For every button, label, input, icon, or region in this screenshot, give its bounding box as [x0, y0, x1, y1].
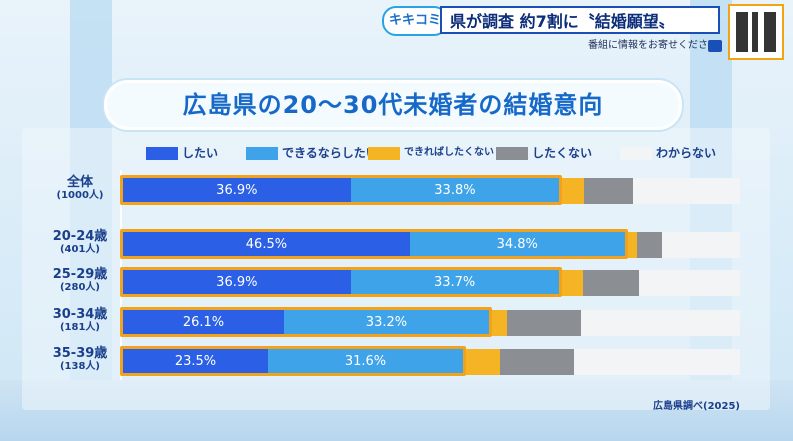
legend-label-shitai: したい [182, 146, 219, 160]
legend-label-dekireba: できればしたくない [404, 147, 494, 158]
bar-segment-shitakunai [636, 232, 662, 258]
category-name: 25-29歳 [52, 267, 108, 282]
bar-segment-shitai [123, 349, 268, 375]
legend-swatch-dekireba [368, 147, 400, 160]
data-label: 36.9% [216, 183, 258, 198]
bar-segment-shitai [123, 178, 351, 204]
banner-headline: 県が調査 約7割に〝結婚願望〟 [440, 6, 720, 34]
bar-row: 23.5% 31.6% [120, 346, 740, 376]
bar-segment-dekirunara [350, 270, 559, 296]
data-label: 33.2% [365, 315, 408, 330]
data-label: 33.8% [434, 183, 476, 198]
bar-segment-shitai [123, 270, 351, 296]
category-label: 全体 (1000人) [40, 175, 120, 202]
category-sample-size: (138人) [59, 361, 100, 372]
legend-swatch-dekirunara [246, 147, 278, 160]
category-label: 20-24歳 (401人) [40, 229, 120, 256]
news-banner: キキコミ 県が調査 約7割に〝結婚願望〟 [382, 4, 722, 36]
chart-axis-line [120, 170, 122, 380]
chart-source: 広島県調べ(2025) [653, 401, 740, 412]
bar-row: 36.9% 33.7% [120, 267, 740, 297]
bar-segment-wakaranai [661, 232, 740, 258]
bar-segment-shitakunai [499, 349, 575, 375]
bar-segment-dekireba [624, 232, 637, 258]
category-sample-size: (401人) [59, 244, 100, 255]
bar-segment-dekirunara [409, 232, 625, 258]
bar-segment-dekireba [558, 270, 584, 296]
arrow-right-icon [708, 40, 722, 52]
category-sample-size: (181人) [59, 322, 100, 333]
category-label: 35-39歳 (138人) [40, 346, 120, 373]
category-name: 35-39歳 [52, 346, 108, 361]
legend-label-shitakunai: したくない [532, 146, 593, 160]
chart-title-pill: 広島県の20～30代未婚者の結婚意向 [104, 80, 682, 130]
legend-swatch-shitakunai [496, 147, 528, 160]
bar-row: 46.5% 34.8% [120, 229, 740, 259]
bar-segment-wakaranai [581, 310, 740, 336]
bar-segment-shitai [123, 232, 410, 258]
bar-segment-shitakunai [507, 310, 582, 336]
bar-segment-dekireba [559, 178, 584, 204]
bar-segment-shitai [123, 310, 285, 336]
bar-segment-dekirunara [284, 310, 489, 336]
data-label: 26.1% [182, 315, 225, 330]
category-sample-size: (1000人) [56, 190, 104, 201]
bar-row: 36.9% 33.8% [120, 175, 740, 205]
data-label: 46.5% [245, 237, 288, 252]
data-label: 36.9% [216, 275, 258, 290]
bar-row: 26.1% 33.2% [120, 307, 740, 337]
bar-segment-wakaranai [633, 178, 740, 204]
category-label: 25-29歳 (280人) [40, 267, 120, 294]
bar-segment-shitakunai [583, 178, 634, 204]
chart-title: 広島県の20～30代未婚者の結婚意向 [182, 91, 604, 119]
bar-segment-wakaranai [638, 270, 740, 296]
legend-swatch-shitai [146, 147, 178, 160]
data-label: 33.7% [433, 275, 476, 290]
legend-label-wakaranai: わからない [656, 146, 717, 160]
bar-segment-dekireba [462, 349, 500, 375]
category-name: 全体 [66, 175, 93, 190]
category-name: 30-34歳 [52, 307, 108, 322]
chart-legend: したい できるならしたい できればしたくない したくない わからない [0, 0, 793, 160]
category-label: 30-34歳 (181人) [40, 307, 120, 334]
bar-segment-dekirunara [350, 178, 560, 204]
data-label: 31.6% [344, 354, 387, 369]
bar-segment-dekirunara [267, 349, 463, 375]
legend-swatch-wakaranai [620, 147, 652, 160]
bar-segment-wakaranai [574, 349, 740, 375]
bar-segment-dekireba [488, 310, 508, 336]
legend-label-dekirunara: できるならしたい [282, 146, 378, 160]
data-label: 34.8% [496, 237, 538, 252]
bar-segment-shitakunai [583, 270, 639, 296]
category-sample-size: (280人) [59, 282, 100, 293]
qr-code[interactable] [728, 4, 784, 60]
qr-code-icon [736, 12, 776, 52]
category-name: 20-24歳 [52, 229, 108, 244]
banner-subtitle: 番組に情報をお寄せください [588, 40, 718, 51]
data-label: 23.5% [174, 354, 217, 369]
